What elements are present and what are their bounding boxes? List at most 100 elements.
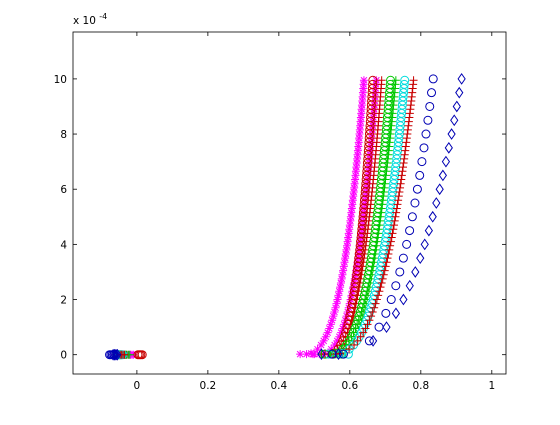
x-tick-label: 0 [134,380,141,392]
y-tick-label: 10 [54,74,67,86]
circle-marker [361,282,371,292]
circle-marker [356,303,366,313]
y-exponent-power: -4 [99,12,107,21]
y-tick-label: 0 [60,350,67,362]
star-marker [351,175,360,184]
circle-marker [345,311,355,321]
star-marker [333,295,342,304]
plus-marker [400,154,409,163]
x-tick-label: 0.2 [200,380,217,392]
diamond-marker [317,348,326,361]
plus-marker [391,212,400,221]
star-marker [344,229,353,238]
star-marker [337,328,346,337]
plus-marker [409,76,418,85]
plus-marker [389,225,398,234]
star-marker [335,287,344,296]
plus-marker [386,241,395,250]
circle-marker [338,349,348,359]
diamond-marker [391,307,401,320]
star-marker [354,142,363,151]
star-marker [370,101,379,110]
circle-marker [343,319,353,329]
circle-marker [381,308,391,318]
circle-marker [400,75,410,85]
circle-marker [402,239,412,249]
plus-marker [393,200,402,209]
star-marker [327,345,336,354]
star-marker [317,341,326,350]
diamond-marker [416,252,425,265]
star-marker [296,350,305,359]
y-tick-label: 6 [60,184,67,196]
plus-marker [401,146,410,155]
plus-marker [353,336,362,345]
plus-marker [392,208,401,217]
star-marker [347,208,356,217]
star-marker [372,80,381,89]
plus-marker [394,192,403,201]
circle-marker [359,290,369,300]
star-marker [369,117,378,126]
star-marker [329,312,338,321]
star-marker [348,196,357,205]
star-marker [340,258,349,267]
circle-marker [425,101,435,111]
diamond-marker [110,348,119,361]
y-tick-label: 4 [60,239,67,251]
star-marker [354,138,363,147]
plot-area [73,32,506,374]
plus-marker [372,295,381,304]
diamond-marker [411,266,420,278]
star-marker [323,328,332,337]
star-marker [338,270,347,279]
star-marker [346,212,355,221]
y-exponent-label: x 10 -4 [73,12,107,27]
plus-marker [387,233,396,242]
circle-marker [346,307,356,317]
plus-marker [398,167,407,176]
star-marker [339,262,348,271]
circle-marker [386,295,396,305]
circle-marker [412,184,422,194]
circle-marker [364,336,374,346]
plus-marker [378,274,387,283]
star-marker [368,125,377,134]
star-marker [357,109,366,118]
plus-marker [356,332,365,341]
star-marker [356,117,365,126]
circle-marker [355,307,365,317]
plus-marker [403,125,412,134]
diamond-marker [457,73,466,85]
plus-marker [394,196,403,205]
star-marker [368,130,377,139]
plus-marker [363,229,372,238]
star-marker [359,76,368,85]
plus-marker [402,138,411,147]
plus-marker [396,183,405,192]
plus-marker [350,341,359,350]
circle-marker [415,170,425,180]
plus-marker [377,278,386,287]
plus-marker [390,216,399,225]
star-marker [366,146,375,155]
star-marker [352,163,361,172]
circle-marker [351,319,361,329]
circle-marker [368,75,378,85]
star-marker [345,225,354,234]
star-marker [332,299,341,308]
circle-marker [354,311,364,321]
x-tick-label: 0.8 [412,380,429,392]
circle-marker [347,303,357,313]
plus-marker [376,283,385,292]
diamond-marker [452,100,461,113]
star-marker [333,336,342,345]
star-marker [343,307,352,316]
plus-marker [383,254,392,263]
star-marker [357,101,366,110]
circle-marker [428,74,438,84]
star-marker [345,221,354,230]
plus-marker [392,204,401,213]
star-marker [330,307,339,316]
